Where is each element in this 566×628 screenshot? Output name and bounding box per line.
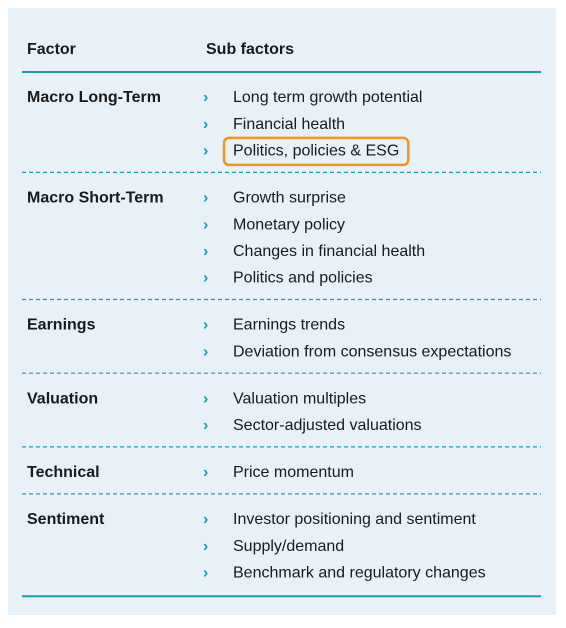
chevron: › [203,511,208,528]
sub-factor: Investor positioning and sentiment [233,511,476,528]
factor-label: Valuation [27,390,98,407]
chevron: › [203,343,208,360]
chevron: › [203,317,208,334]
sub-factor: Monetary policy [233,216,345,233]
chevron: › [203,143,208,160]
header-sub-factors: Sub factors [206,41,294,58]
factor-label: Earnings [27,317,96,334]
highlight-box [222,136,410,167]
header-factor: Factor [27,41,76,58]
chevron: › [203,190,208,207]
sub-factor: Earnings trends [233,317,345,334]
sub-factor: Growth surprise [233,190,346,207]
sub-factor: Changes in financial health [233,243,425,260]
sub-factor: Financial health [233,116,345,133]
factor-label: Macro Long-Term [27,89,161,106]
chevron: › [203,538,208,555]
sub-factor: Valuation multiples [233,390,366,407]
sub-factor: Supply/demand [233,538,344,555]
sub-factor: Long term growth potential [233,89,422,106]
chevron: › [203,116,208,133]
chevron: › [203,417,208,434]
sub-factor: Price momentum [233,464,354,481]
factor-label: Technical [27,464,100,481]
factor-label: Macro Short-Term [27,190,164,207]
sub-factor: Politics, policies & ESG [233,143,399,160]
chevron: › [203,216,208,233]
chevron: › [203,89,208,106]
chevron: › [203,390,208,407]
chevron: › [203,243,208,260]
factor-label: Sentiment [27,511,105,528]
chevron: › [203,270,208,287]
chevron: › [203,565,208,582]
chevron: › [203,464,208,481]
sub-factor: Benchmark and regulatory changes [233,565,486,582]
sub-factor: Politics and policies [233,270,373,287]
sub-factor: Deviation from consensus expectations [233,343,511,360]
panel [8,8,556,615]
sub-factor: Sector-adjusted valuations [233,417,422,434]
